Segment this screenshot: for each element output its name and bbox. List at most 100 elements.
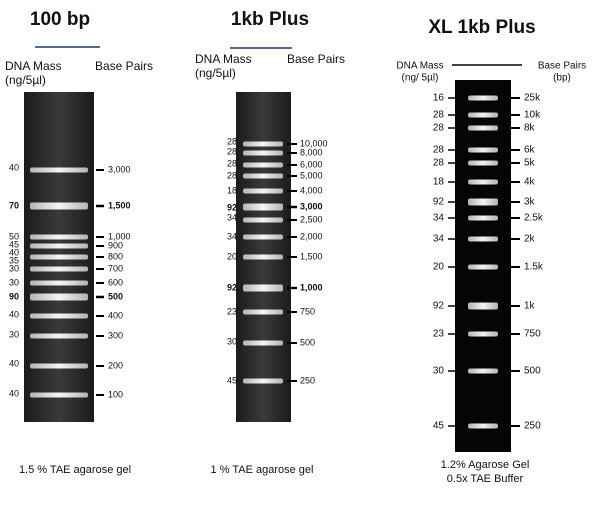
gel-band	[468, 423, 498, 429]
size-label: 250	[300, 375, 315, 385]
gel-band	[30, 280, 88, 286]
mass-label: 45	[9, 239, 19, 249]
size-label: 10,000	[300, 138, 328, 148]
gel-band	[468, 147, 498, 153]
gel-band	[468, 368, 498, 374]
mass-label: 23	[227, 306, 237, 316]
mass-label: 92	[227, 282, 237, 292]
mass-label: 30	[9, 277, 19, 287]
mass-label: 30	[9, 263, 19, 273]
size-label: 4,000	[300, 185, 323, 195]
size-label: 4k	[524, 177, 536, 188]
gel-band	[468, 302, 498, 310]
gel-band	[30, 243, 88, 249]
mass-label: 20	[227, 251, 237, 261]
mass-label: 28	[433, 145, 445, 156]
mass-label: 40	[9, 309, 19, 319]
gel-note: 1.2% Agarose Gel	[441, 459, 530, 471]
size-label: 100	[108, 389, 123, 399]
mass-header: DNA Mass	[5, 59, 62, 73]
gel-band	[468, 236, 498, 242]
mass-label: 30	[227, 336, 237, 346]
size-label: 1,000	[108, 231, 131, 241]
size-label: 8,000	[300, 147, 323, 157]
gel-band	[30, 333, 88, 339]
size-label: 6k	[524, 145, 536, 156]
gel-band	[468, 160, 498, 166]
gel-note: 0.5x TAE Buffer	[447, 473, 524, 485]
gel-band	[30, 167, 88, 173]
size-label: 5,000	[300, 170, 323, 180]
size-label: 25k	[524, 93, 541, 104]
mass-label: 50	[9, 231, 19, 241]
mass-label: 16	[433, 93, 445, 104]
size-label: 750	[300, 306, 315, 316]
size-label: 600	[108, 277, 123, 287]
size-label: 300	[108, 330, 123, 340]
size-label: 1.5k	[524, 262, 544, 273]
mass-label: 28	[227, 158, 237, 168]
gel-band	[243, 309, 283, 315]
mass-header: (ng/5µl)	[5, 73, 46, 87]
gel-band	[243, 162, 283, 168]
mass-label: 92	[433, 301, 445, 312]
size-label: 200	[108, 360, 123, 370]
mass-label: 34	[433, 234, 445, 245]
mass-label: 20	[433, 262, 445, 273]
size-header: Base Pairs	[287, 52, 345, 66]
size-label: 1,000	[300, 282, 323, 292]
gel-band	[468, 215, 498, 221]
mass-label: 23	[433, 329, 445, 340]
gel-band	[468, 112, 498, 118]
mass-label: 40	[9, 247, 19, 257]
size-label: 2,500	[300, 214, 323, 224]
ladder-title: 1kb Plus	[231, 9, 309, 30]
size-label: 700	[108, 263, 123, 273]
mass-header: DNA Mass	[396, 61, 443, 72]
mass-label: 34	[227, 212, 237, 222]
gel-band	[243, 284, 283, 292]
gel-note: 1.5 % TAE agarose gel	[19, 464, 131, 476]
size-label: 2,000	[300, 231, 323, 241]
gel-band	[468, 198, 498, 206]
mass-label: 28	[433, 110, 445, 121]
size-label: 8k	[524, 123, 536, 134]
size-label: 400	[108, 310, 123, 320]
size-label: 750	[524, 329, 541, 340]
size-header: Base Pairs	[95, 59, 153, 73]
gel-band	[468, 331, 498, 337]
ladder-title: XL 1kb Plus	[428, 17, 535, 38]
mass-label: 40	[9, 388, 19, 398]
gel-band	[30, 202, 88, 210]
mass-header: DNA Mass	[195, 52, 252, 66]
gel-band	[30, 313, 88, 319]
gel-band	[30, 266, 88, 272]
size-label: 500	[108, 291, 123, 301]
size-label: 3k	[524, 197, 536, 208]
mass-label: 40	[9, 162, 19, 172]
mass-label: 92	[227, 202, 237, 212]
gel-band	[243, 254, 283, 260]
gel-band	[468, 179, 498, 185]
size-label: 1k	[524, 301, 536, 312]
mass-label: 28	[433, 123, 445, 134]
mass-label: 34	[433, 213, 445, 224]
size-label: 1,500	[300, 251, 323, 261]
gel-band	[30, 392, 88, 398]
mass-label: 30	[433, 366, 445, 377]
size-header: Base Pairs	[538, 61, 586, 72]
mass-label: 90	[9, 291, 19, 301]
mass-label: 34	[227, 231, 237, 241]
ladder-title: 100 bp	[30, 9, 90, 30]
size-label: 5k	[524, 158, 536, 169]
gel-band	[243, 203, 283, 211]
gel-band	[243, 234, 283, 240]
gel-band	[30, 363, 88, 369]
gel-band	[243, 141, 283, 147]
mass-label: 18	[227, 185, 237, 195]
size-label: 250	[524, 421, 541, 432]
gel-band	[243, 340, 283, 346]
size-label: 3,000	[108, 164, 131, 174]
mass-header: (ng/ 5µl)	[402, 73, 439, 84]
